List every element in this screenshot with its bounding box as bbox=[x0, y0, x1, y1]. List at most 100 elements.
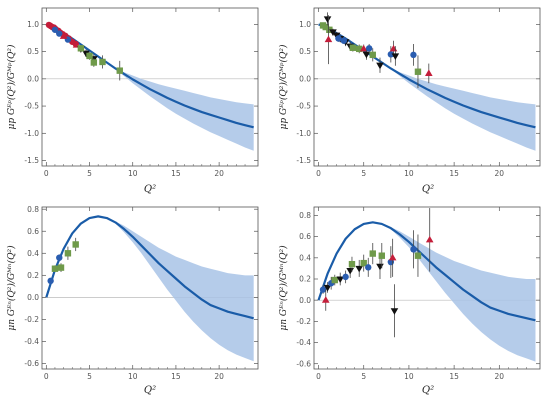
x-tick-label: 0 bbox=[316, 372, 321, 381]
x-tick-label: 20 bbox=[495, 169, 505, 178]
x-axis-label: Q² bbox=[422, 184, 434, 195]
data-point bbox=[321, 289, 330, 311]
data-point bbox=[365, 43, 373, 53]
uncertainty-band bbox=[46, 216, 254, 362]
point-marker bbox=[326, 26, 333, 33]
y-tick-label: 0.8 bbox=[27, 205, 39, 214]
data-point bbox=[319, 285, 327, 294]
data-point bbox=[64, 246, 72, 260]
x-tick-label: 5 bbox=[87, 169, 92, 178]
x-tick-label: 20 bbox=[214, 169, 224, 178]
y-tick-label: 0.4 bbox=[27, 249, 39, 258]
data-point bbox=[336, 272, 345, 286]
point-marker bbox=[90, 59, 98, 66]
point-marker bbox=[99, 58, 106, 66]
data-point bbox=[369, 48, 376, 62]
data-point bbox=[331, 274, 338, 286]
point-marker bbox=[369, 250, 376, 257]
data-point bbox=[51, 265, 59, 273]
data-point bbox=[51, 26, 59, 33]
point-marker bbox=[323, 284, 332, 292]
point-marker bbox=[362, 51, 371, 59]
data-point bbox=[59, 32, 68, 39]
data-point bbox=[342, 270, 349, 284]
point-marker bbox=[340, 37, 348, 44]
chart-panel-bottom-left: 0 5 10 15 20 -0.6 -0.4 -0.2 0.0 0.2 0.4 0.6 0.8 Q² μn … bbox=[6, 205, 259, 396]
data-point bbox=[376, 57, 384, 73]
data-point bbox=[322, 23, 329, 31]
x-tick-label: 10 bbox=[128, 372, 138, 381]
y-tick-label: -0.6 bbox=[24, 359, 39, 368]
point-marker bbox=[414, 68, 422, 75]
uncertainty-band bbox=[318, 222, 536, 362]
data-point bbox=[349, 43, 357, 52]
y-axis-label: μp Gᴱᵖ(Q²)/Gᴹᵖ(Q²) bbox=[6, 44, 17, 130]
x-tick-label: 0 bbox=[44, 372, 49, 381]
y-tick-label: -1.0 bbox=[296, 129, 311, 138]
data-point bbox=[414, 55, 422, 89]
y-tick-label: -0.6 bbox=[296, 359, 311, 368]
chart-panel-top-left: 0 5 10 15 20 -1.5 -1.0 -0.5 0.0 0.5 1.0 Q² μp Gᴱᵖ(Q²… bbox=[6, 7, 259, 195]
uncertainty-band bbox=[46, 24, 254, 151]
y-tick-label: 0.5 bbox=[299, 47, 311, 56]
data-point bbox=[425, 208, 434, 272]
y-tick-label: -0.4 bbox=[24, 337, 39, 346]
y-tick-label: -0.5 bbox=[24, 102, 39, 111]
fit-curve bbox=[45, 215, 254, 320]
point-marker bbox=[414, 252, 422, 259]
point-marker bbox=[369, 51, 376, 59]
y-tick-label: -1.5 bbox=[24, 156, 39, 165]
fit-curve bbox=[317, 221, 536, 322]
data-point bbox=[425, 63, 433, 84]
data-point bbox=[323, 282, 332, 293]
data-point bbox=[369, 243, 376, 265]
x-tick-label: 5 bbox=[87, 372, 92, 381]
point-marker bbox=[86, 52, 93, 60]
y-tick-label: 0.0 bbox=[27, 293, 39, 302]
y-axis-label: μn Gᴱⁿ(Q²)/Gᴹⁿ(Q²) bbox=[278, 245, 289, 331]
data-point bbox=[56, 30, 63, 37]
point-marker bbox=[51, 265, 59, 272]
fit-curve bbox=[45, 23, 254, 129]
data-point bbox=[326, 26, 333, 34]
point-marker bbox=[323, 16, 332, 23]
y-tick-label: 0.5 bbox=[27, 47, 39, 56]
chart-panel-top-right: 0 5 10 15 20 -1.5 -1.0 -0.5 0.0 0.5 1.0 Q² μp Gᴱᵖ(Q²… bbox=[278, 7, 541, 195]
point-marker bbox=[82, 50, 90, 58]
y-tick-label: 1.0 bbox=[27, 20, 39, 29]
y-tick-label: 0.6 bbox=[27, 227, 39, 236]
y-tick-label: 0.2 bbox=[299, 275, 311, 284]
point-marker bbox=[360, 259, 367, 267]
x-tick-label: 10 bbox=[404, 169, 414, 178]
point-marker bbox=[331, 276, 338, 284]
point-marker bbox=[425, 235, 434, 243]
point-marker bbox=[387, 51, 395, 58]
data-point bbox=[323, 12, 332, 26]
data-point bbox=[378, 243, 385, 269]
point-marker bbox=[410, 51, 417, 59]
data-point bbox=[116, 60, 123, 81]
y-tick-label: 0.4 bbox=[299, 253, 311, 262]
x-tick-label: 0 bbox=[316, 169, 321, 178]
x-tick-label: 10 bbox=[404, 372, 414, 381]
data-point bbox=[57, 263, 65, 273]
x-tick-label: 10 bbox=[128, 169, 138, 178]
point-marker bbox=[116, 67, 123, 74]
data-point bbox=[360, 254, 367, 272]
point-marker bbox=[356, 45, 363, 53]
data-point bbox=[72, 237, 79, 252]
point-marker bbox=[51, 26, 59, 33]
chart-panel-bottom-right: 0 5 10 15 20 -0.6 -0.4 -0.2 0.0 0.2 0.4 0.6 0.8 Q² μn … bbox=[278, 206, 541, 396]
y-axis-label: μp Gᴱᵖ(Q²)/Gᴹᵖ(Q²) bbox=[278, 44, 289, 130]
data-point bbox=[77, 45, 85, 52]
x-tick-label: 20 bbox=[495, 372, 505, 381]
data-point bbox=[390, 284, 399, 338]
data-point bbox=[56, 254, 63, 261]
uncertainty-band bbox=[318, 24, 536, 151]
point-marker bbox=[64, 250, 72, 257]
y-tick-label: -0.4 bbox=[296, 338, 311, 347]
fit-curve bbox=[318, 23, 536, 129]
x-tick-label: 0 bbox=[44, 169, 49, 178]
point-marker bbox=[376, 62, 384, 70]
